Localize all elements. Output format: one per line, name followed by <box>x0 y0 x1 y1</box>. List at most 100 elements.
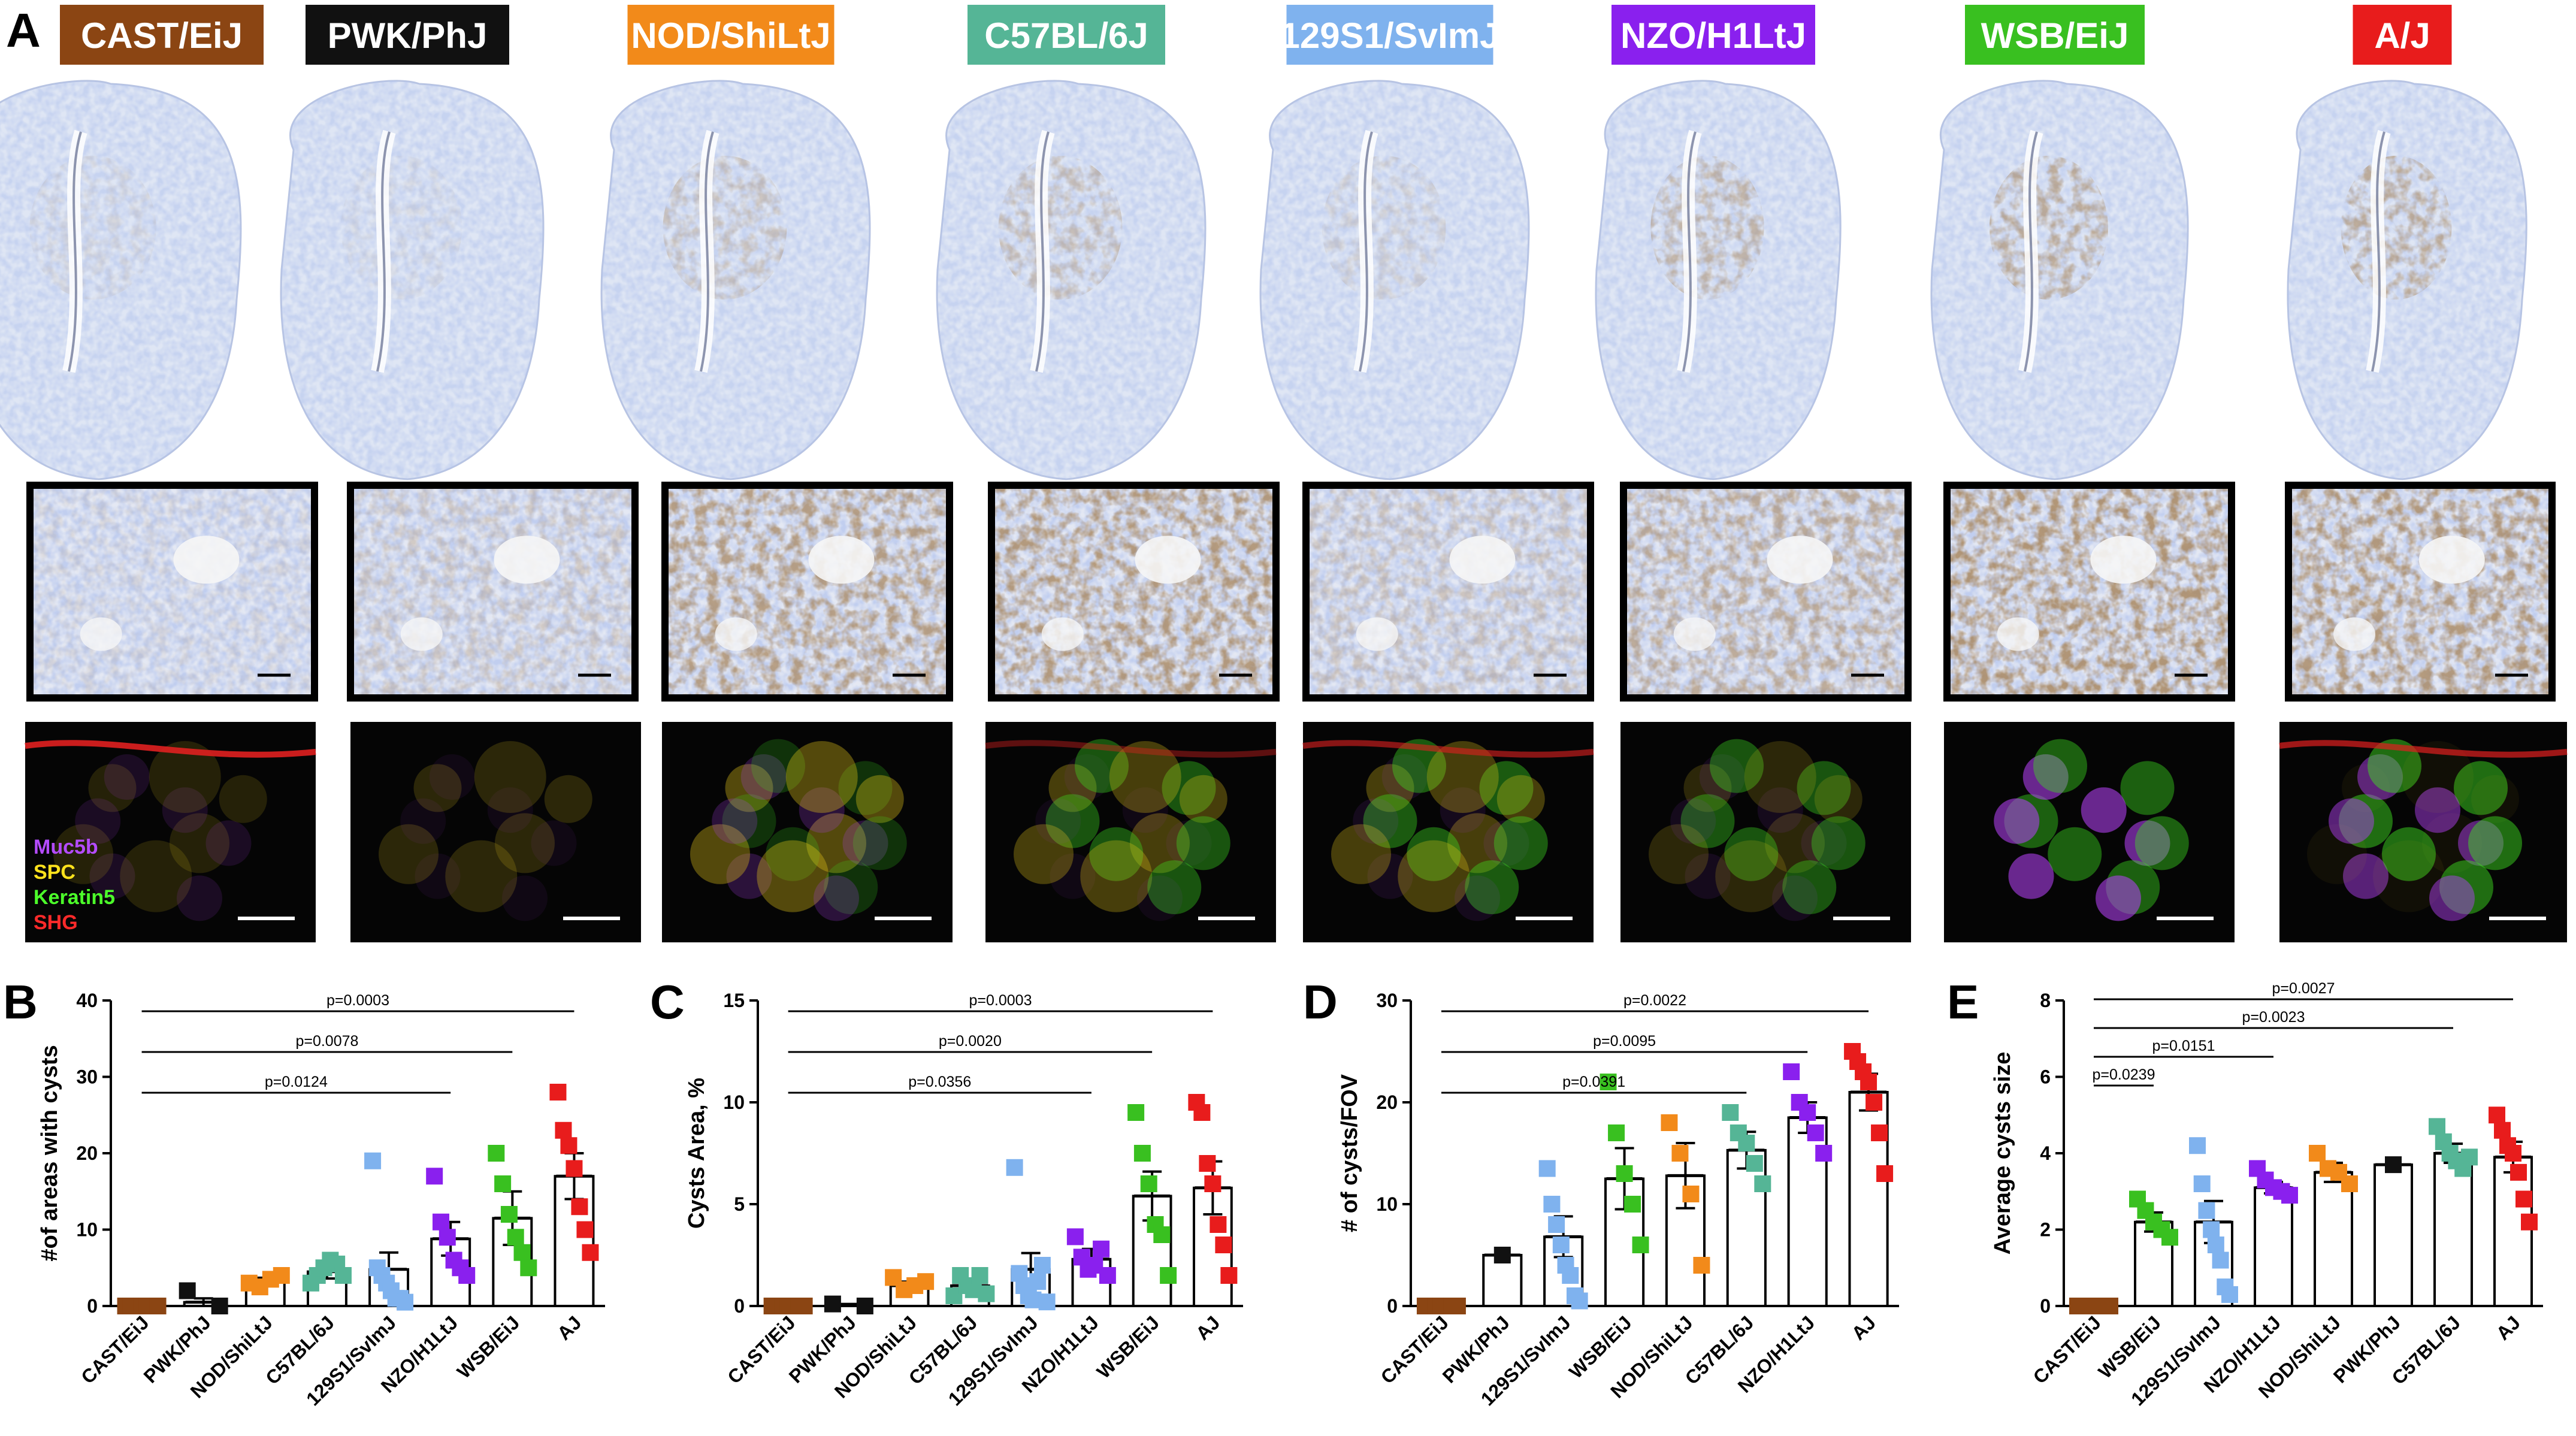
strain-label-text: NOD/ShiLtJ <box>631 16 830 56</box>
keratin5-signal <box>1710 739 1764 793</box>
ihc-airspace <box>2418 536 2485 584</box>
data-point <box>1548 1216 1565 1233</box>
y-tick-label: 6 <box>2040 1066 2051 1088</box>
muc5b-signal <box>2343 853 2388 899</box>
strain-label-box <box>1965 5 2145 65</box>
muc5b-signal <box>2008 853 2054 899</box>
spc-signal <box>757 840 829 912</box>
data-point <box>179 1282 196 1299</box>
muc5b-signal <box>1757 787 1803 833</box>
muc5b-signal <box>1353 798 1399 844</box>
fluorescence-background <box>662 722 953 942</box>
x-category-label: AJ <box>1848 1311 1880 1344</box>
data-point <box>582 1244 599 1261</box>
p-value-label: p=0.0078 <box>295 1033 358 1050</box>
ihc-inset-3 <box>988 482 1280 702</box>
bar <box>2254 1186 2293 1307</box>
data-point <box>549 1084 567 1101</box>
spc-signal <box>1130 813 1190 873</box>
data-point <box>1552 1237 1570 1253</box>
data-point <box>488 1145 505 1162</box>
x-category-label: AJ <box>553 1311 585 1344</box>
keratin5-signal <box>1479 761 1534 815</box>
keratin5-signal <box>751 739 805 793</box>
lung-section-4 <box>1259 80 1530 480</box>
legend-keratin5: Keratin5 <box>34 886 115 909</box>
keratin5-signal <box>722 794 776 848</box>
muc5b-signal <box>1483 820 1529 866</box>
ihc-airspace <box>1997 617 2039 651</box>
spc-signal <box>785 741 858 813</box>
spc-signal <box>690 824 750 884</box>
spc-signal <box>544 775 592 823</box>
data-point <box>426 1168 443 1185</box>
muc5b-signal <box>1455 875 1500 921</box>
strain-header-row: CAST/EiJ PWK/PhJ NOD/ShiLtJ C57BL/6J 129S1/S… <box>60 5 2452 65</box>
p-value-label: p=0.0003 <box>969 992 1032 1009</box>
lung-airway-wall <box>1682 131 1697 372</box>
y-tick-label: 10 <box>76 1219 98 1241</box>
keratin5-signal <box>2439 860 2493 914</box>
y-tick-label: 10 <box>1376 1193 1398 1215</box>
keratin5-signal <box>1089 827 1144 881</box>
keratin5-signal <box>2454 761 2508 815</box>
muc5b-signal <box>842 820 888 866</box>
keratin5-signal <box>1363 794 1417 848</box>
lung-airway-wall <box>2371 131 2385 372</box>
x-category-label: CAST/EiJ <box>77 1311 153 1387</box>
data-point <box>2505 1145 2521 1162</box>
spc-signal <box>1014 824 1074 884</box>
spc-signal <box>1715 840 1788 912</box>
p-value-label: p=0.0027 <box>2272 980 2335 997</box>
ihc-airspace <box>1041 617 1084 651</box>
muc5b-signal <box>104 754 150 800</box>
spc-signal <box>1331 824 1391 884</box>
data-point <box>513 1244 531 1261</box>
fluorescence-background <box>2279 722 2567 942</box>
p-value-label: p=0.0239 <box>2093 1066 2155 1083</box>
y-tick-label: 10 <box>723 1092 745 1113</box>
data-point <box>2161 1229 2178 1246</box>
data-point <box>2281 1187 2298 1204</box>
lung-lesion <box>663 156 787 300</box>
y-tick-label: 2 <box>2040 1219 2051 1241</box>
muc5b-signal <box>1670 798 1716 844</box>
lung-section-3 <box>936 80 1207 480</box>
lung-airway-wall <box>68 131 82 372</box>
lung-airway-wall <box>700 131 714 372</box>
shg-signal <box>985 740 1277 758</box>
data-point <box>1682 1186 1700 1202</box>
strain-label-0: CAST/EiJ <box>60 5 264 65</box>
data-point <box>1866 1094 1883 1111</box>
strain-label-text: 129S1/SvImJ <box>1280 16 1500 56</box>
y-axis-title: #of areas with cysts <box>37 1045 62 1261</box>
lung-section-6 <box>1930 80 2189 480</box>
data-point <box>1538 1160 1556 1177</box>
ihc-inset-4 <box>1302 482 1594 702</box>
ihc-inset-5 <box>1620 482 1912 702</box>
strain-label-7: A/J <box>2353 5 2452 65</box>
panel-letter-c: C <box>650 975 685 1029</box>
keratin5-signal <box>1407 827 1461 881</box>
y-tick-label: 20 <box>76 1142 98 1164</box>
keratin5-signal <box>1392 739 1446 793</box>
data-point <box>1127 1104 1145 1121</box>
muc5b-signal <box>162 787 208 833</box>
strain-label-box <box>306 5 509 65</box>
spc-signal <box>2307 824 2367 884</box>
muc5b-signal <box>2329 798 2374 844</box>
data-point <box>2189 1137 2206 1154</box>
ihc-inset-2 <box>661 482 953 702</box>
p-value-label: p=0.0356 <box>908 1074 971 1090</box>
ihc-stain <box>1306 485 1591 698</box>
ihc-airspace <box>80 617 122 651</box>
data-point <box>2102 1298 2118 1314</box>
y-tick-label: 8 <box>2040 990 2051 1011</box>
data-point <box>1204 1175 1222 1192</box>
spc-signal <box>2422 813 2482 873</box>
spc-signal <box>1649 824 1709 884</box>
muc5b-signal <box>1122 787 1168 833</box>
keratin5-signal <box>824 860 878 914</box>
panel-letter-b: B <box>3 975 38 1029</box>
ihc-airspace <box>173 536 240 584</box>
